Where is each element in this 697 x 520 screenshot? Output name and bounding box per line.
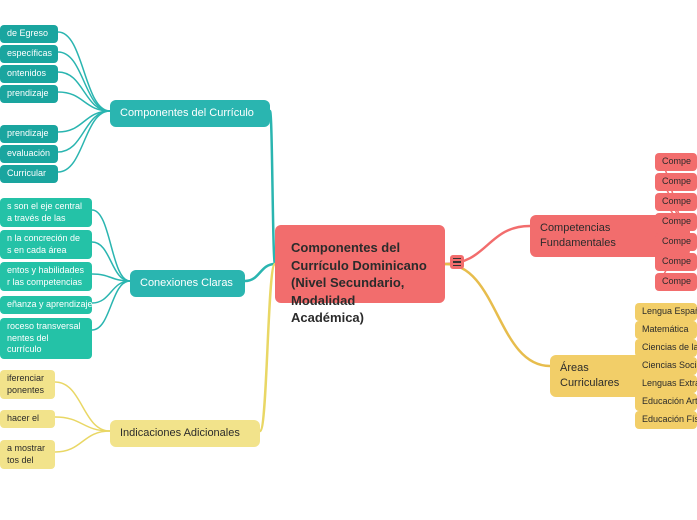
leaf-conexiones-0[interactable]: s son el eje central a través de las — [0, 198, 92, 227]
leaf-componentes-4[interactable]: prendizaje — [0, 125, 58, 143]
leaf-componentes-3[interactable]: prendizaje — [0, 85, 58, 103]
branch-componentes[interactable]: Componentes del Currículo — [110, 100, 270, 127]
leaf-conexiones-2[interactable]: entos y habilidades r las competencias — [0, 262, 92, 291]
leaf-areas-0[interactable]: Lengua Española — [635, 303, 697, 321]
leaf-indicaciones-2[interactable]: a mostrar tos del — [0, 440, 55, 469]
leaf-comp_fund-3[interactable]: Compe — [655, 213, 697, 231]
leaf-comp_fund-6[interactable]: Compe — [655, 273, 697, 291]
branch-conexiones[interactable]: Conexiones Claras — [130, 270, 245, 297]
leaf-componentes-1[interactable]: específicas — [0, 45, 58, 63]
leaf-conexiones-3[interactable]: eñanza y aprendizaje — [0, 296, 92, 314]
leaf-areas-6[interactable]: Educación Física — [635, 411, 697, 429]
leaf-comp_fund-0[interactable]: Compe — [655, 153, 697, 171]
leaf-areas-5[interactable]: Educación Artística — [635, 393, 697, 411]
center-node[interactable]: Componentes delCurrículo Dominicano(Nive… — [275, 225, 445, 303]
collapse-icon[interactable] — [450, 255, 464, 269]
leaf-comp_fund-2[interactable]: Compe — [655, 193, 697, 211]
leaf-conexiones-1[interactable]: n la concreción de s en cada área — [0, 230, 92, 259]
leaf-componentes-0[interactable]: de Egreso — [0, 25, 58, 43]
leaf-componentes-5[interactable]: evaluación — [0, 145, 58, 163]
leaf-comp_fund-4[interactable]: Compe — [655, 233, 697, 251]
leaf-indicaciones-1[interactable]: hacer el — [0, 410, 55, 428]
leaf-comp_fund-1[interactable]: Compe — [655, 173, 697, 191]
leaf-indicaciones-0[interactable]: iferenciar ponentes — [0, 370, 55, 399]
leaf-areas-4[interactable]: Lenguas Extranjeras — [635, 375, 697, 393]
leaf-componentes-2[interactable]: ontenidos — [0, 65, 58, 83]
leaf-componentes-6[interactable]: Curricular — [0, 165, 58, 183]
leaf-comp_fund-5[interactable]: Compe — [655, 253, 697, 271]
leaf-areas-2[interactable]: Ciencias de la Natura — [635, 339, 697, 357]
leaf-areas-3[interactable]: Ciencias Sociales — [635, 357, 697, 375]
leaf-conexiones-4[interactable]: roceso transversal nentes del currículo — [0, 318, 92, 359]
branch-indicaciones[interactable]: Indicaciones Adicionales — [110, 420, 260, 447]
leaf-areas-1[interactable]: Matemática — [635, 321, 697, 339]
